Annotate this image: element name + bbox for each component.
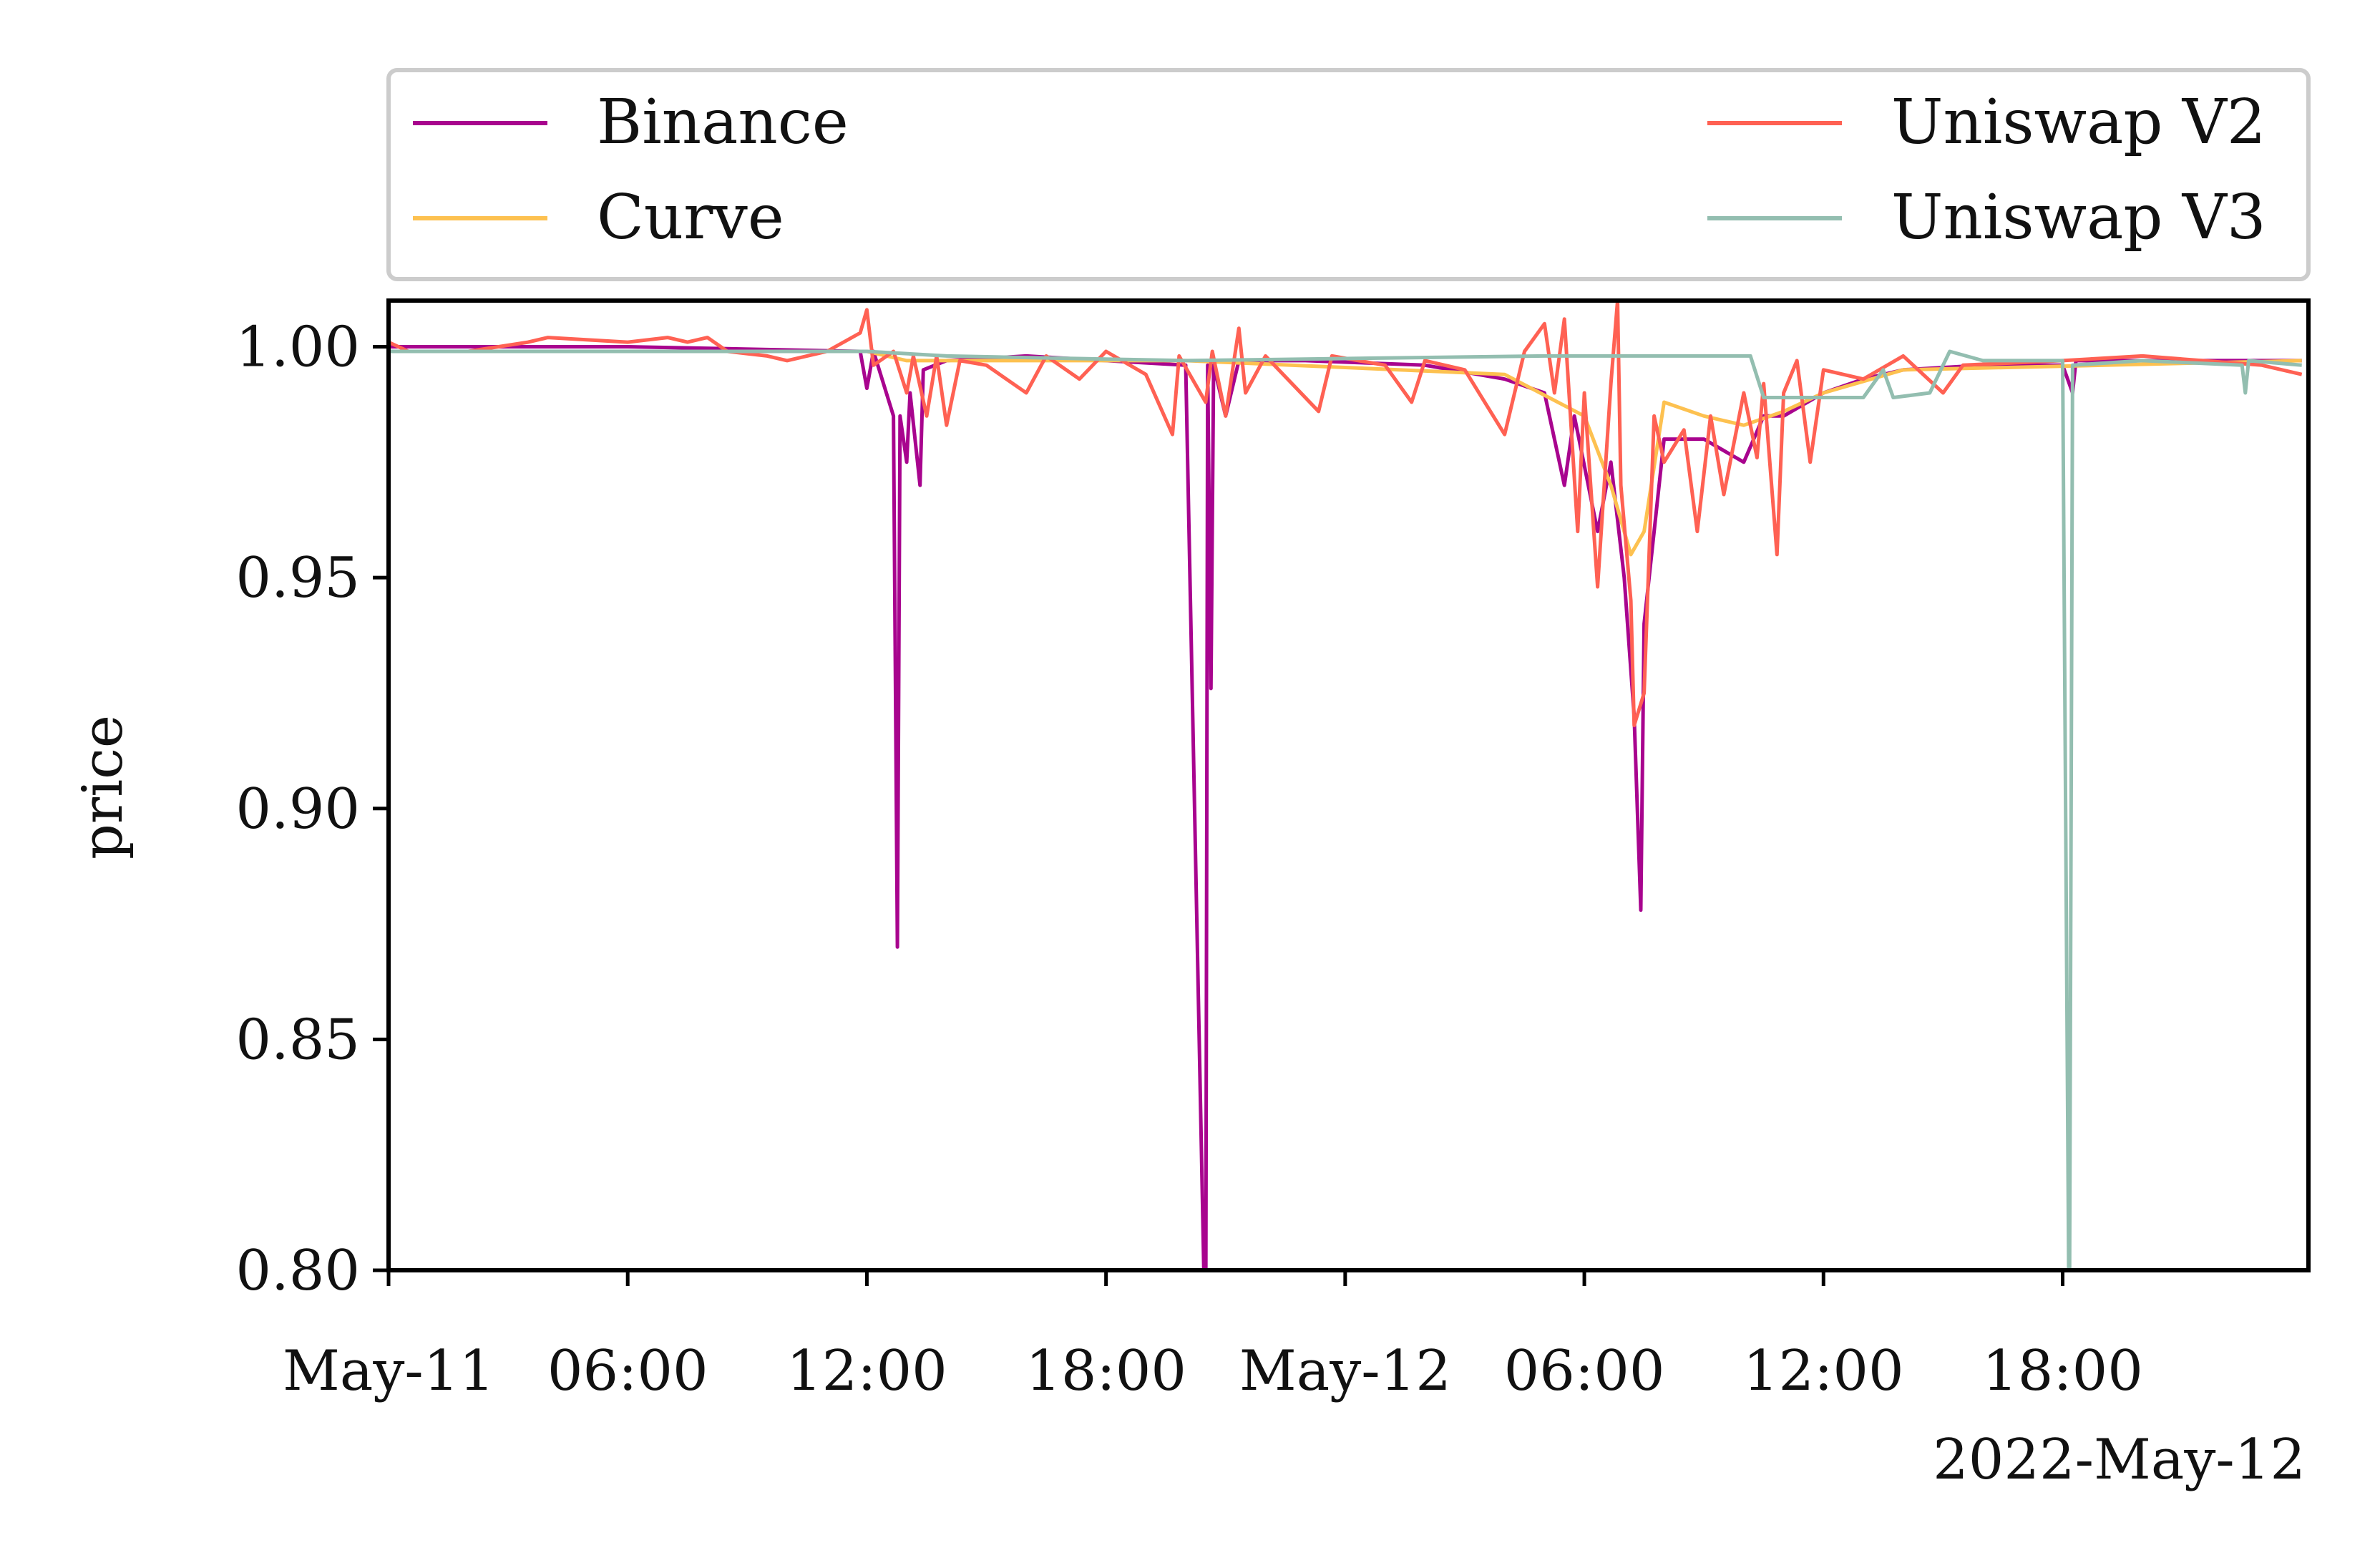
y-tick-label: 1.00 xyxy=(235,316,360,380)
y-tick-label: 0.90 xyxy=(235,777,360,842)
x-tick-label: 12:00 xyxy=(786,1339,947,1403)
x-tick-label: 18:00 xyxy=(1025,1339,1186,1403)
legend-item-uniswap-v2: Uniswap V2 xyxy=(1707,87,2266,158)
x-tick-label: 06:00 xyxy=(1504,1339,1665,1403)
y-tick-label: 0.95 xyxy=(235,546,360,610)
legend-label: Curve xyxy=(597,182,784,253)
legend-item-curve: Curve xyxy=(413,182,784,253)
legend-label: Binance xyxy=(597,87,849,158)
y-axis-label: price xyxy=(71,715,135,860)
x-tick-label: 18:00 xyxy=(1982,1339,2143,1403)
y-axis: 1.00 0.95 0.90 0.85 0.80 xyxy=(235,316,389,1303)
legend-label: Uniswap V3 xyxy=(1891,182,2266,253)
x-offset-label: 2022-May-12 xyxy=(1933,1428,2306,1492)
y-tick-label: 0.85 xyxy=(235,1008,360,1072)
series-line-uniswap-v3 xyxy=(389,349,2302,1270)
legend: Binance Curve Uniswap V2 Uniswap V3 xyxy=(386,68,2311,281)
x-tick-label: 06:00 xyxy=(547,1339,708,1403)
y-tick-label: 0.80 xyxy=(235,1239,360,1303)
x-tick-label: 12:00 xyxy=(1743,1339,1904,1403)
series-line-binance xyxy=(389,345,2302,1270)
legend-label: Uniswap V2 xyxy=(1891,87,2266,158)
x-axis: May-11 06:00 12:00 18:00 May-12 06:00 12:00 18:… xyxy=(283,1270,2143,1403)
x-tick-label: May-12 xyxy=(1239,1339,1451,1403)
legend-item-binance: Binance xyxy=(413,87,849,158)
plot-frame xyxy=(386,298,2311,1272)
series-line-uniswap-v2 xyxy=(389,301,2303,728)
series-layer xyxy=(389,301,2303,1270)
x-tick-label: May-11 xyxy=(283,1339,494,1403)
legend-item-uniswap-v3: Uniswap V3 xyxy=(1707,182,2266,253)
series-line-curve xyxy=(389,349,2302,557)
